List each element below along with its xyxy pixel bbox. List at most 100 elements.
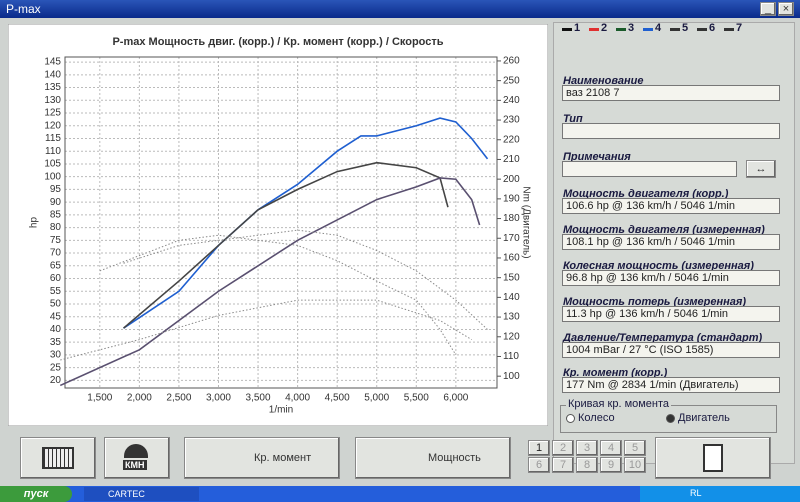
page-button[interactable]: 7 — [552, 457, 574, 473]
y-tick-label: 85 — [50, 210, 62, 221]
y-tick-label: 140 — [44, 69, 61, 80]
field-label: Мощность потерь (измеренная) — [563, 296, 747, 308]
y2-tick-label: 220 — [503, 134, 520, 145]
field-label: Примечания — [563, 151, 631, 163]
y2-tick-label: 130 — [503, 312, 520, 323]
field-box: 108.1 hp @ 136 km/h / 5046 1/min — [562, 234, 780, 250]
y2-tick-label: 110 — [503, 351, 519, 362]
data-line — [123, 229, 488, 330]
x-axis-label: 1/min — [269, 405, 293, 416]
y2-tick-label: 160 — [503, 253, 520, 264]
radio-option[interactable]: Колесо — [578, 412, 615, 424]
power-label: Мощность — [428, 452, 481, 464]
window-title: P-max — [6, 2, 41, 16]
y-tick-label: 135 — [44, 82, 61, 93]
field-label: Наименование — [563, 75, 644, 87]
y-tick-label: 70 — [50, 248, 62, 259]
y-tick-label: 120 — [44, 120, 61, 131]
curve-swatch — [670, 28, 680, 31]
page-button[interactable]: 4 — [600, 440, 622, 456]
y-tick-label: 25 — [50, 362, 62, 373]
field-box: 177 Nm @ 2834 1/min (Двигатель) — [562, 377, 780, 393]
x-tick-label: 2,000 — [127, 393, 152, 404]
chart: P-max Мощность двиг. (корр.) / Кр. момен… — [8, 24, 548, 426]
y-tick-label: 60 — [50, 273, 62, 284]
close-button[interactable]: × — [778, 2, 794, 16]
curve-tab[interactable]: 3 — [628, 22, 635, 34]
y-tick-label: 50 — [50, 299, 62, 310]
minimize-button[interactable]: _ — [760, 2, 776, 16]
y-tick-label: 100 — [44, 171, 61, 182]
icon — [703, 444, 723, 472]
power-button[interactable] — [355, 437, 511, 479]
x-tick-label: 5,000 — [364, 393, 389, 404]
radio-group-label: Кривая кр. момента — [566, 398, 672, 410]
curve-tab[interactable]: 7 — [736, 22, 743, 34]
start-button[interactable]: пуск — [0, 486, 72, 502]
tray — [640, 486, 800, 502]
y2-tick-label: 230 — [503, 115, 520, 126]
page-button[interactable]: 9 — [600, 457, 622, 473]
curve-swatch — [643, 28, 653, 31]
chart-background — [8, 24, 548, 426]
report-button[interactable] — [20, 437, 96, 479]
curve-tab[interactable]: 6 — [709, 22, 716, 34]
x-tick-label: 5,500 — [404, 393, 429, 404]
curve-tab[interactable]: 5 — [682, 22, 689, 34]
y-tick-label: 65 — [50, 260, 62, 271]
curve-tab[interactable]: 2 — [601, 22, 608, 34]
torque-button[interactable] — [184, 437, 340, 479]
curve-swatch — [616, 28, 626, 31]
field-label: Кр. момент (корр.) — [563, 367, 668, 379]
y-tick-label: 115 — [45, 133, 61, 144]
curve-swatch — [697, 28, 707, 31]
y-tick-label: 125 — [44, 108, 61, 119]
field-box: 1004 mBar / 27 °C (ISO 1585) — [562, 342, 780, 358]
page-button[interactable]: 3 — [576, 440, 598, 456]
gauge-icon — [124, 444, 148, 458]
y2-axis-label: Nm (Двигатель) — [520, 186, 531, 258]
data-line — [123, 161, 449, 329]
field-box: 96.8 hp @ 136 km/h / 5046 1/min — [562, 270, 780, 286]
field-box: 106.6 hp @ 136 km/h / 5046 1/min — [562, 198, 780, 214]
data-line — [99, 234, 457, 356]
x-tick-label: 1,500 — [87, 393, 112, 404]
title-bar — [0, 0, 800, 18]
curve-swatch — [589, 28, 599, 31]
y-tick-label: 55 — [50, 286, 62, 297]
page-button[interactable]: 2 — [552, 440, 574, 456]
y-tick-label: 90 — [50, 197, 62, 208]
y-tick-label: 105 — [44, 159, 61, 170]
curve-tab[interactable]: 1 — [574, 22, 581, 34]
swap-button[interactable]: ↔ — [746, 160, 776, 178]
y-tick-label: 95 — [50, 184, 62, 195]
taskbar-app[interactable]: CARTEC — [84, 487, 199, 501]
y2-tick-label: 210 — [503, 154, 520, 165]
y2-tick-label: 250 — [503, 75, 520, 86]
radio-option[interactable]: Двигатель — [678, 412, 730, 424]
plot-frame — [64, 56, 498, 389]
icon — [42, 447, 74, 469]
page-button[interactable]: 8 — [576, 457, 598, 473]
y-tick-label: 80 — [50, 222, 62, 233]
x-tick-label: 2,500 — [166, 393, 191, 404]
y2-tick-label: 100 — [503, 371, 520, 382]
x-tick-label: 3,000 — [206, 393, 231, 404]
gauge-label: КМН — [123, 460, 147, 470]
page-button[interactable]: 10 — [624, 457, 646, 473]
exit-button[interactable] — [655, 437, 771, 479]
field-label: Мощность двигателя (измеренная) — [563, 224, 765, 236]
y-tick-label: 40 — [50, 324, 62, 335]
page-button[interactable]: 6 — [528, 457, 550, 473]
y-tick-label: 30 — [50, 350, 62, 361]
page-button[interactable]: 5 — [624, 440, 646, 456]
page-button[interactable]: 1 — [528, 440, 550, 456]
taskbar — [0, 486, 800, 502]
radio-button[interactable] — [666, 414, 675, 423]
curve-tab[interactable]: 4 — [655, 22, 662, 34]
curve-swatch — [724, 28, 734, 31]
radio-button[interactable] — [566, 414, 575, 423]
y-tick-label: 110 — [45, 146, 61, 157]
y-tick-label: 145 — [44, 57, 61, 68]
